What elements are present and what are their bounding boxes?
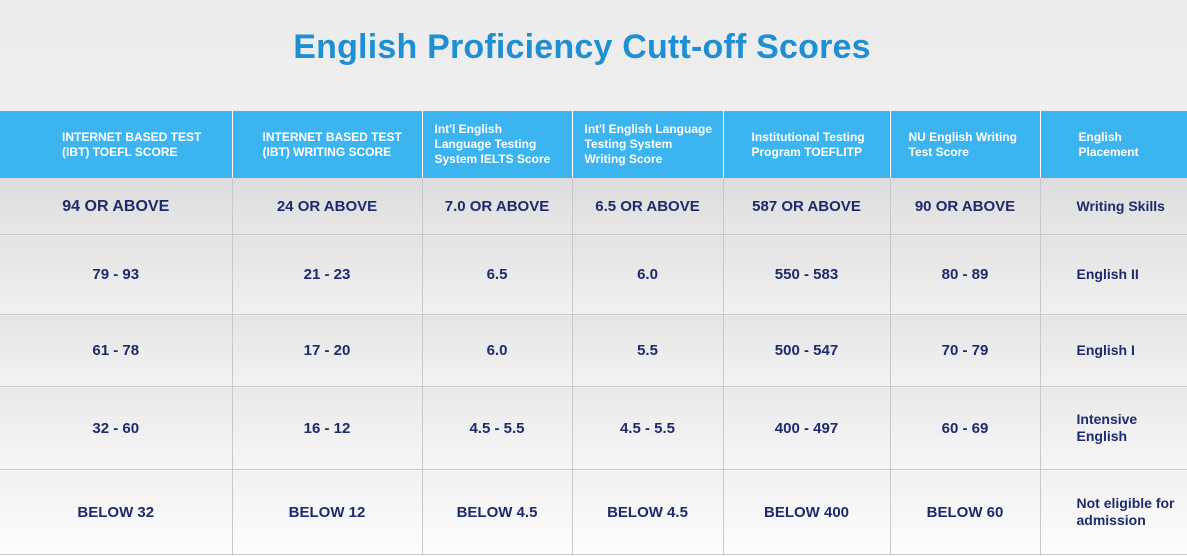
- table-cell: BELOW 60: [889, 469, 1040, 555]
- table-cell: 587 OR ABOVE: [722, 178, 890, 235]
- table-header: INTERNET BASED TEST (IBT) TOEFL SCORE IN…: [0, 111, 1187, 178]
- table-row: BELOW 32 BELOW 12 BELOW 4.5 BELOW 4.5 BE…: [0, 469, 1187, 555]
- table-row: 32 - 60 16 - 12 4.5 - 5.5 4.5 - 5.5 400 …: [0, 386, 1187, 470]
- header-row: INTERNET BASED TEST (IBT) TOEFL SCORE IN…: [0, 111, 1187, 178]
- table-cell: 21 - 23: [231, 234, 422, 315]
- table-cell: 70 - 79: [889, 314, 1040, 387]
- table-cell: 24 OR ABOVE: [231, 178, 422, 235]
- page-title: English Proficiency Cutt-off Scores: [293, 28, 871, 66]
- table-cell: 6.0: [421, 314, 572, 387]
- table-cell: 5.5: [571, 314, 723, 387]
- header-ielts-score: Int'l English Language Testing System IE…: [421, 111, 572, 178]
- table-cell: 94 OR ABOVE: [0, 178, 232, 235]
- table-cell: 6.5 OR ABOVE: [571, 178, 723, 235]
- table-cell: BELOW 4.5: [421, 469, 572, 555]
- table-cell: 17 - 20: [231, 314, 422, 387]
- cutoff-scores-table: INTERNET BASED TEST (IBT) TOEFL SCORE IN…: [0, 111, 1187, 555]
- table-cell: 61 - 78: [0, 314, 232, 387]
- table-cell: 400 - 497: [722, 386, 890, 470]
- table-cell: 60 - 69: [889, 386, 1040, 470]
- table-cell: BELOW 32: [0, 469, 232, 555]
- header-english-placement: English Placement: [1039, 111, 1187, 178]
- table-cell: 32 - 60: [0, 386, 232, 470]
- table-cell: 7.0 OR ABOVE: [421, 178, 572, 235]
- table-cell: 500 - 547: [722, 314, 890, 387]
- table-cell: 80 - 89: [889, 234, 1040, 315]
- placement-cell: English I: [1039, 314, 1187, 387]
- table-row: 79 - 93 21 - 23 6.5 6.0 550 - 583 80 - 8…: [0, 234, 1187, 315]
- table-cell: 90 OR ABOVE: [889, 178, 1040, 235]
- table-row: 61 - 78 17 - 20 6.0 5.5 500 - 547 70 - 7…: [0, 314, 1187, 387]
- header-ielts-writing-score: Int'l English Language Testing System Wr…: [571, 111, 723, 178]
- table-cell: BELOW 400: [722, 469, 890, 555]
- header-nu-writing-test: NU English Writing Test Score: [889, 111, 1040, 178]
- table-cell: 4.5 - 5.5: [571, 386, 723, 470]
- table-row: 94 OR ABOVE 24 OR ABOVE 7.0 OR ABOVE 6.5…: [0, 178, 1187, 235]
- table-cell: 16 - 12: [231, 386, 422, 470]
- header-toefl-itp: Institutional Testing Program TOEFLITP: [722, 111, 890, 178]
- table-cell: 4.5 - 5.5: [421, 386, 572, 470]
- header-ibt-writing-score: INTERNET BASED TEST (IBT) WRITING SCORE: [231, 111, 422, 178]
- table-cell: BELOW 4.5: [571, 469, 723, 555]
- placement-cell: Intensive English: [1039, 386, 1187, 470]
- table-cell: 550 - 583: [722, 234, 890, 315]
- placement-cell: English II: [1039, 234, 1187, 315]
- table-body: 94 OR ABOVE 24 OR ABOVE 7.0 OR ABOVE 6.5…: [0, 178, 1187, 555]
- placement-cell: Writing Skills: [1039, 178, 1187, 235]
- placement-cell: Not eligible for admission: [1039, 469, 1187, 555]
- header-ibt-toefl-score: INTERNET BASED TEST (IBT) TOEFL SCORE: [0, 111, 232, 178]
- table-cell: 79 - 93: [0, 234, 232, 315]
- table-cell: 6.5: [421, 234, 572, 315]
- table-cell: BELOW 12: [231, 469, 422, 555]
- table-cell: 6.0: [571, 234, 723, 315]
